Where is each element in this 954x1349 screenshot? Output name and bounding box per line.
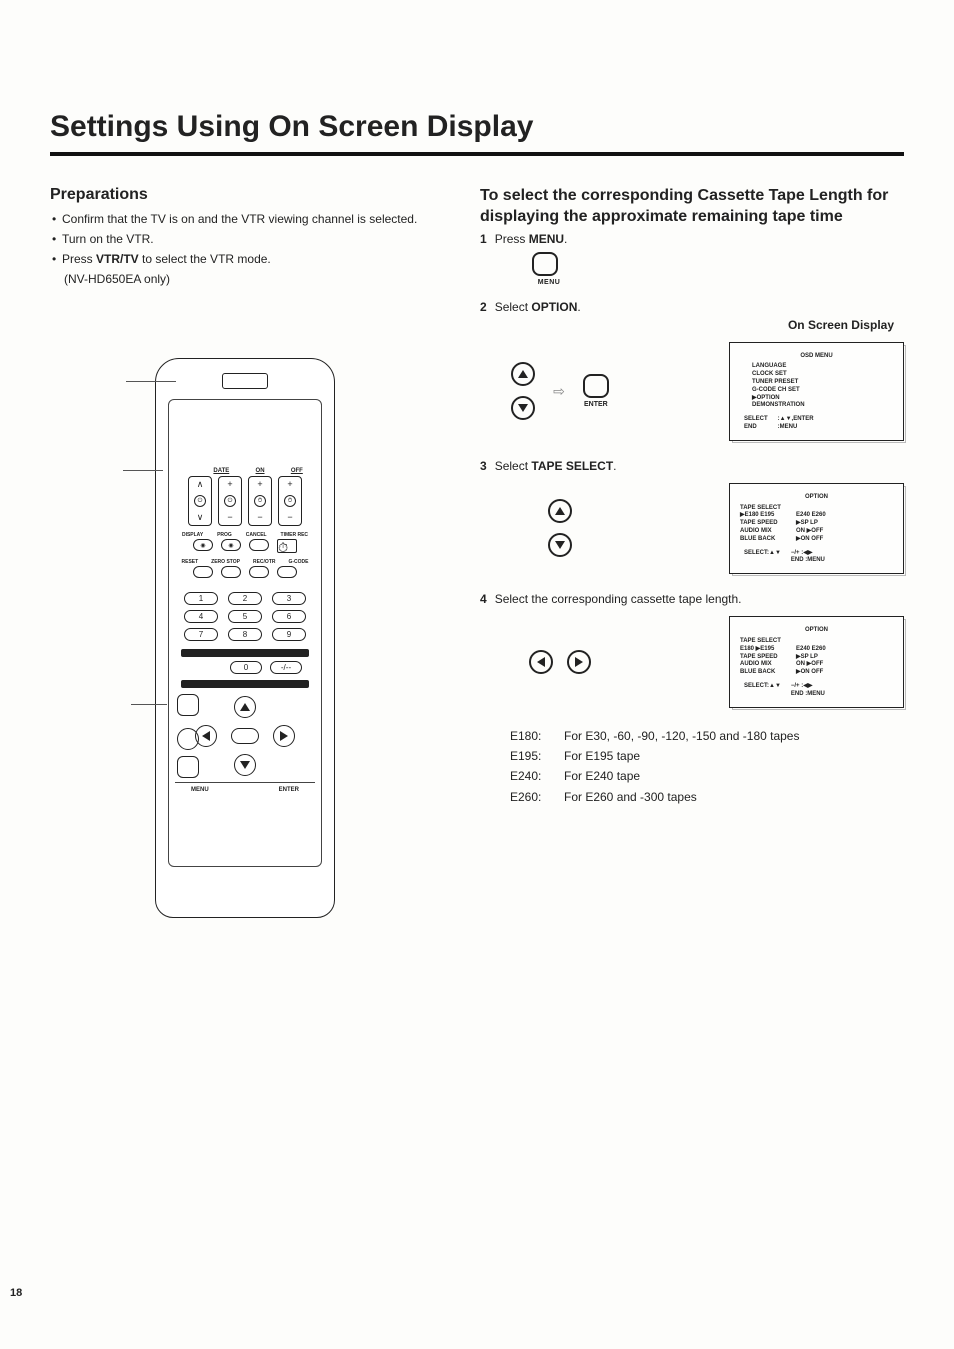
remote-num-4: 4 bbox=[184, 610, 218, 623]
page-number: 18 bbox=[10, 1287, 22, 1299]
down-arrow-icon bbox=[548, 533, 572, 557]
remote-label-off: OFF bbox=[291, 468, 303, 474]
remote-num-9: 9 bbox=[272, 628, 306, 641]
then-arrow-icon: ⇨ bbox=[553, 383, 565, 400]
prep-bullet: Turn on the VTR. bbox=[52, 230, 440, 248]
remote-display-btn: ◉ bbox=[193, 539, 213, 551]
up-arrow-icon bbox=[548, 499, 572, 523]
remote-date-updown: +⏻− bbox=[218, 476, 242, 526]
remote-label-date: DATE bbox=[213, 468, 229, 474]
remote-zerostop-btn bbox=[221, 566, 241, 578]
remote-speed-btn bbox=[177, 728, 199, 750]
remote-right-btn bbox=[273, 725, 295, 747]
remote-off-updown: +⏱− bbox=[278, 476, 302, 526]
left-arrow-icon bbox=[529, 650, 553, 674]
remote-rec-btn bbox=[249, 566, 269, 578]
prep-bullet: Confirm that the TV is on and the VTR vi… bbox=[52, 210, 440, 228]
remote-label-on: ON bbox=[256, 468, 265, 474]
remote-gcode-btn bbox=[277, 566, 297, 578]
step-2: Select OPTION. bbox=[495, 300, 581, 314]
right-column: To select the corresponding Cassette Tap… bbox=[480, 186, 904, 918]
down-arrow-icon bbox=[511, 396, 535, 420]
menu-button-diagram: MENU bbox=[532, 252, 566, 286]
remote-up-btn bbox=[234, 696, 256, 718]
procedure-heading: To select the corresponding Cassette Tap… bbox=[480, 186, 904, 228]
remote-enter-label: ENTER bbox=[279, 787, 299, 793]
remote-cancel-btn bbox=[249, 539, 269, 551]
remote-num-7: 7 bbox=[184, 628, 218, 641]
remote-reset-btn bbox=[193, 566, 213, 578]
remote-down-btn bbox=[234, 754, 256, 776]
remote-num-6: 6 bbox=[272, 610, 306, 623]
remote-menu-label: MENU bbox=[191, 787, 209, 793]
remote-ch-updown: ∧⏻∨ bbox=[188, 476, 212, 526]
enter-icon bbox=[583, 374, 609, 398]
preparations-heading: Preparations bbox=[50, 186, 440, 204]
remote-dash-btn: -/-- bbox=[270, 661, 302, 674]
remote-ir-window bbox=[222, 373, 268, 389]
step-1: Press MENU. bbox=[495, 232, 568, 246]
tape-notes: E180:For E30, -60, -90, -120, -150 and -… bbox=[510, 726, 904, 808]
remote-num-3: 3 bbox=[272, 592, 306, 605]
remote-on-updown: +⏱− bbox=[248, 476, 272, 526]
prep-note: (NV-HD650EA only) bbox=[50, 270, 440, 288]
left-column: Preparations Confirm that the TV is on a… bbox=[50, 186, 440, 918]
option-box-2: OPTION TAPE SELECT E180 ▶E195E240 E260TA… bbox=[729, 616, 904, 707]
right-arrow-icon bbox=[567, 650, 591, 674]
remote-tvselect-btn bbox=[177, 756, 199, 778]
up-arrow-icon bbox=[511, 362, 535, 386]
remote-input-select-bar bbox=[181, 649, 309, 657]
remote-num-5: 5 bbox=[228, 610, 262, 623]
remote-vtrtv-bar bbox=[181, 680, 309, 688]
remote-num-2: 2 bbox=[228, 592, 262, 605]
step-4: Select the corresponding cassette tape l… bbox=[495, 592, 742, 606]
remote-prog-btn: ◉ bbox=[221, 539, 241, 551]
osd-menu-box: OSD MENU LANGUAGECLOCK SETTUNER PRESETG-… bbox=[729, 342, 904, 441]
remote-num-0: 0 bbox=[230, 661, 262, 674]
option-box-1: OPTION TAPE SELECT ▶E180 E195E240 E260TA… bbox=[729, 483, 904, 574]
step-3: Select TAPE SELECT. bbox=[495, 459, 617, 473]
remote-num-1: 1 bbox=[184, 592, 218, 605]
remote-center-btn bbox=[231, 728, 259, 744]
remote-diagram: DATE ON OFF ∧⏻∨ +⏻− +⏱− +⏱− DISPLAYPROGC… bbox=[155, 358, 335, 918]
menu-icon bbox=[532, 252, 558, 276]
prep-bullet: Press VTR/TV to select the VTR mode. bbox=[52, 250, 440, 268]
osd-label: On Screen Display bbox=[480, 318, 904, 332]
page-title: Settings Using On Screen Display bbox=[50, 110, 904, 144]
remote-num-8: 8 bbox=[228, 628, 262, 641]
remote-timer-rec-btn: ⏱ bbox=[277, 539, 297, 553]
title-rule bbox=[50, 152, 904, 156]
